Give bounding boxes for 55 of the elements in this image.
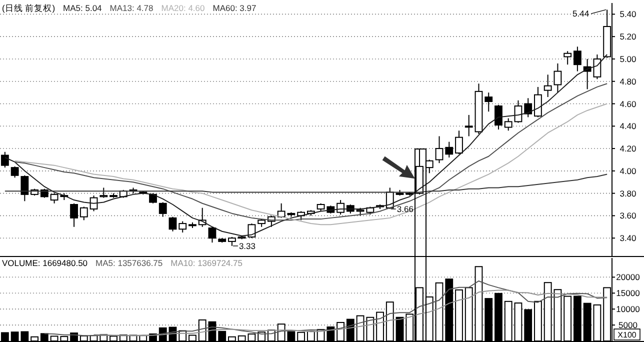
candlestick bbox=[534, 86, 542, 118]
y-tick-label: 20000 bbox=[616, 272, 640, 282]
y-tick-label: 4.60 bbox=[620, 98, 637, 109]
candlestick bbox=[80, 206, 88, 221]
candlestick bbox=[504, 118, 512, 132]
text: MA5: 5.04 bbox=[63, 3, 102, 13]
chart-title: (日线 前复权) bbox=[2, 3, 56, 13]
candlestick bbox=[554, 62, 562, 94]
candlestick bbox=[149, 192, 157, 204]
candlestick bbox=[494, 104, 502, 130]
candlestick bbox=[248, 223, 256, 239]
candlestick bbox=[573, 46, 582, 72]
candlestick bbox=[435, 136, 444, 164]
annotation: 3.33 bbox=[238, 240, 256, 251]
y-tick-label: 5.40 bbox=[620, 9, 637, 20]
candlestick bbox=[168, 216, 177, 232]
y-axis-title: X100 bbox=[618, 330, 637, 340]
candlestick bbox=[564, 50, 572, 66]
candlestick bbox=[445, 141, 454, 158]
y-tick-label: 5000 bbox=[618, 320, 638, 330]
candlestick bbox=[178, 220, 187, 233]
y-tick-label: 4.80 bbox=[620, 76, 637, 86]
y-tick-label: 4.40 bbox=[620, 121, 637, 132]
candlestick bbox=[484, 92, 493, 112]
candlestick bbox=[464, 114, 473, 137]
y-tick-label: 3.40 bbox=[620, 233, 637, 244]
y-tick-label: 5.00 bbox=[620, 54, 637, 64]
y-tick-label: 5.20 bbox=[620, 32, 637, 42]
candlestick bbox=[158, 202, 167, 218]
candlestick bbox=[544, 74, 552, 98]
text: MA13: 4.78 bbox=[110, 3, 154, 13]
y-tick-label: 15000 bbox=[616, 288, 640, 298]
y-tick-label: 4.00 bbox=[620, 166, 637, 176]
candlestick bbox=[336, 200, 345, 216]
candlestick bbox=[524, 98, 532, 118]
candlestick bbox=[100, 187, 108, 198]
text: MA5: 1357636.75 bbox=[96, 258, 163, 268]
text: MA20: 4.60 bbox=[161, 3, 206, 13]
annotation: 3.66 bbox=[396, 204, 414, 214]
text: MA10: 1369724.75 bbox=[170, 258, 243, 268]
candlestick bbox=[208, 226, 216, 244]
text: VOLUME: 1669480.50 bbox=[2, 258, 88, 268]
candlestick bbox=[20, 174, 29, 202]
y-tick-label: 10000 bbox=[616, 304, 640, 314]
candlestick bbox=[70, 202, 78, 228]
y-tick-label: 4.20 bbox=[620, 144, 637, 154]
annotation: 5.44 bbox=[572, 8, 590, 19]
text: MA60: 3.97 bbox=[212, 3, 256, 13]
candlestick bbox=[455, 130, 463, 155]
candlestick bbox=[50, 192, 58, 204]
candlestick bbox=[10, 166, 19, 178]
y-tick-label: 3.80 bbox=[620, 188, 637, 198]
line-series bbox=[14, 103, 608, 226]
candlestick bbox=[0, 151, 9, 168]
y-tick-label: 3.60 bbox=[620, 210, 637, 221]
